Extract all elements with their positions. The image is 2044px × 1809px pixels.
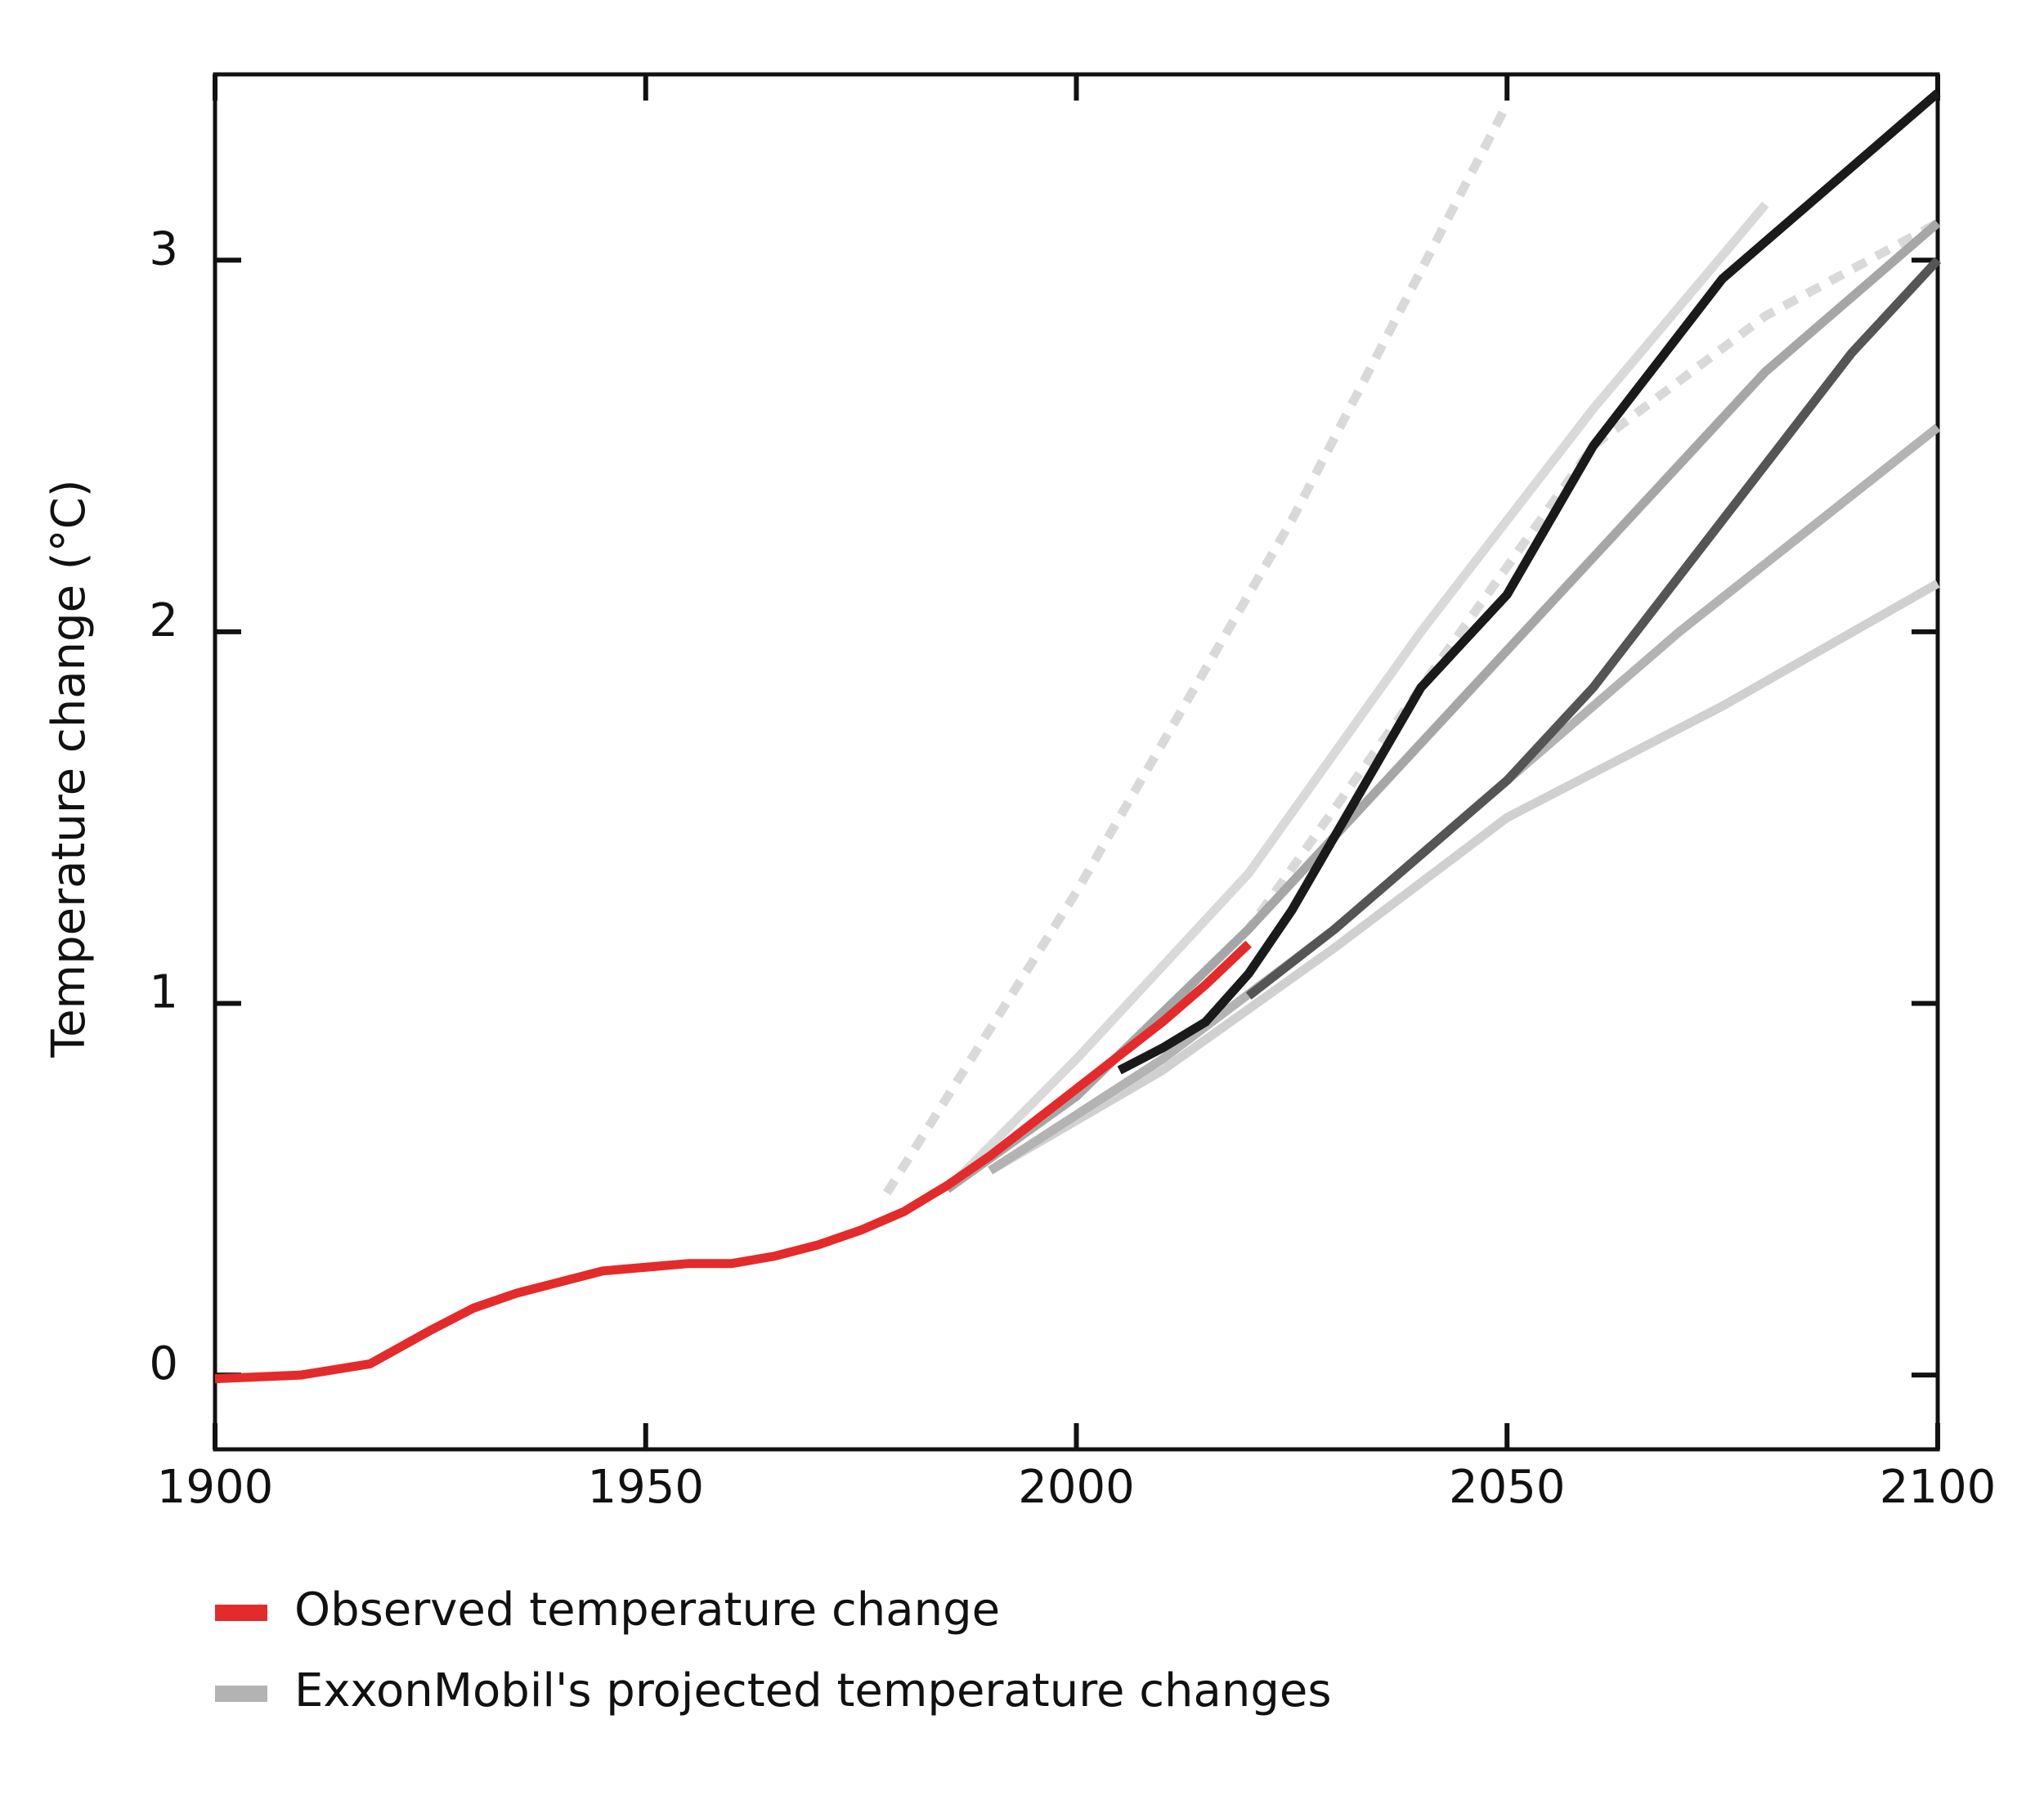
legend-label: Observed temperature change bbox=[294, 1583, 1000, 1637]
series-line bbox=[1245, 257, 1942, 1000]
legend-label: ExxonMobil's projected temperature chang… bbox=[294, 1664, 1332, 1717]
y-tick-label: 3 bbox=[149, 222, 178, 275]
y-tick-label: 1 bbox=[149, 966, 178, 1019]
legend-swatch bbox=[215, 1605, 267, 1621]
series-line bbox=[214, 940, 1252, 1384]
series-line bbox=[944, 219, 1941, 1193]
y-axis-label: Temperature change (°C) bbox=[43, 479, 96, 1058]
plot-frame bbox=[213, 72, 1940, 1452]
x-tick-label: 1900 bbox=[157, 1461, 274, 1514]
x-tick-label: 2050 bbox=[1449, 1461, 1566, 1514]
series-line bbox=[1117, 89, 1941, 1075]
series-line bbox=[944, 201, 1769, 1193]
x-tick-label: 1950 bbox=[587, 1461, 704, 1514]
x-tick-label: 2100 bbox=[1880, 1461, 1997, 1514]
series-line bbox=[988, 580, 1940, 1175]
x-tick-label: 2000 bbox=[1018, 1461, 1135, 1514]
y-tick-label: 2 bbox=[149, 594, 178, 647]
y-tick-label: 0 bbox=[149, 1337, 178, 1390]
legend-swatch bbox=[215, 1686, 267, 1702]
